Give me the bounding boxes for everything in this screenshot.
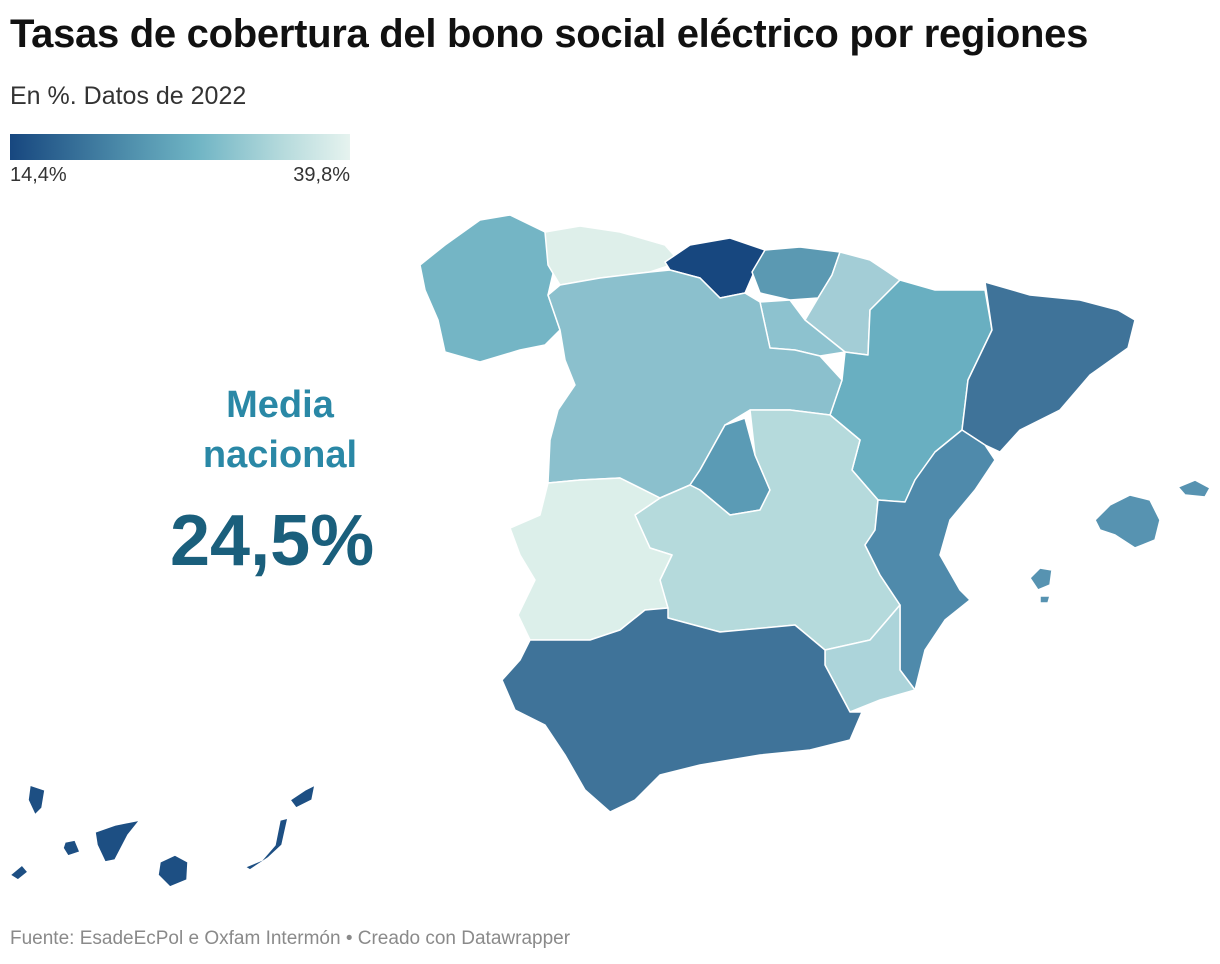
region-comunidad-valenciana[interactable] (864, 429, 996, 691)
chart-subtitle: En %. Datos de 2022 (10, 82, 247, 110)
national-average-value: 24,5% (170, 501, 375, 581)
chart-title: Tasas de cobertura del bono social eléct… (10, 12, 1089, 56)
region-galicia[interactable] (419, 214, 561, 363)
region-canarias[interactable] (9, 784, 316, 888)
color-legend: 14,4% 39,8% (10, 134, 350, 187)
legend-min-label: 14,4% (10, 164, 67, 186)
legend-gradient-bar (10, 134, 350, 160)
region-baleares[interactable] (1029, 479, 1211, 604)
region-andalucia[interactable] (501, 607, 863, 813)
national-average-label-line2: nacional (202, 434, 358, 476)
region-cataluna[interactable] (961, 281, 1136, 453)
national-average-label: Media nacional (170, 380, 390, 480)
national-average-label-line1: Media (226, 384, 334, 426)
region-asturias[interactable] (544, 225, 681, 286)
legend-max-label: 39,8% (293, 164, 350, 186)
source-footer: Fuente: EsadeEcPol e Oxfam Intermón • Cr… (10, 928, 571, 949)
